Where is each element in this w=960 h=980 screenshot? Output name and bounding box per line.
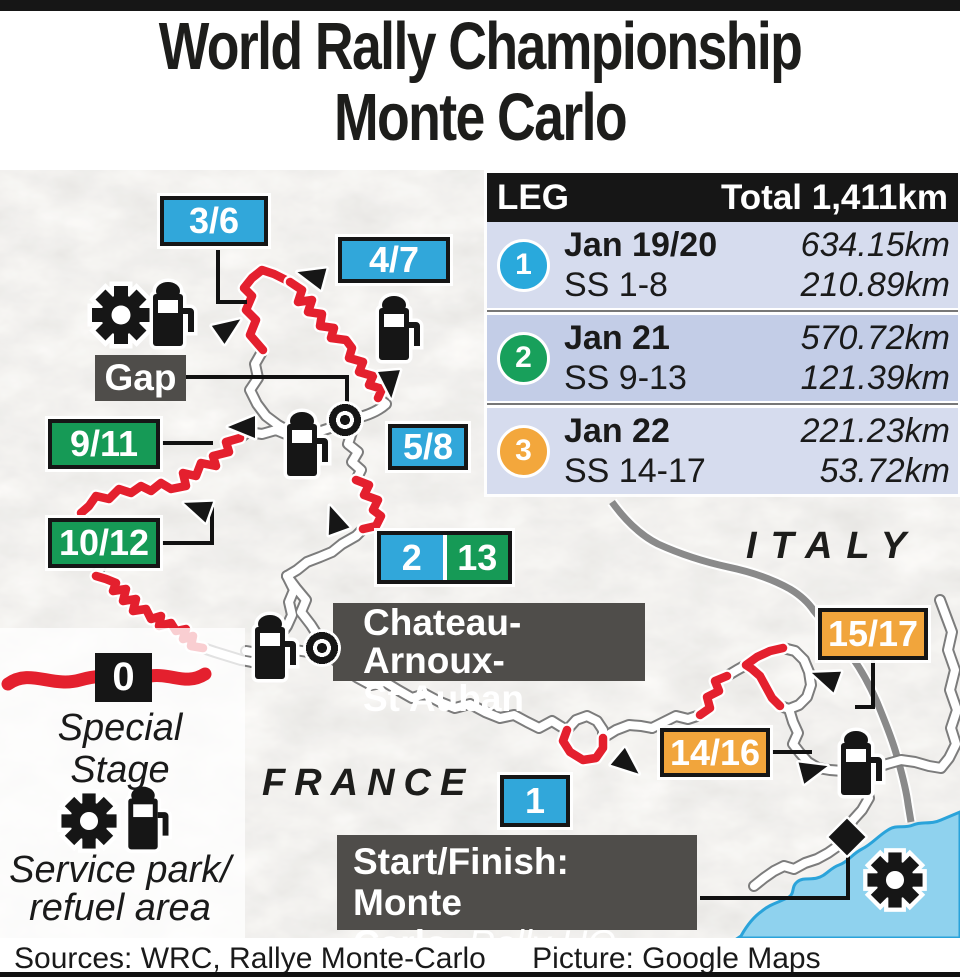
sources-credit: Sources: WRC, Rallye Monte-Carlo: [14, 942, 486, 975]
stage-label-15-17: 15/17: [818, 608, 928, 660]
stage-label-1: 1: [500, 775, 570, 827]
stage-label-9-11: 9/11: [48, 419, 160, 469]
map-legend: 0 Special Stage Service park/ refuel are…: [0, 628, 245, 938]
footer-rule: [0, 972, 960, 977]
title-line-2: Monte Carlo: [333, 80, 628, 155]
legend-special-stage-label: Special: [57, 707, 183, 749]
country-label-italy: ITALY: [746, 525, 921, 567]
table-divider: [487, 308, 958, 315]
rally-hq-label: Rally HQ: [468, 923, 616, 938]
leg-date: Jan 22: [564, 412, 670, 450]
leg-stages: SS 1-8: [564, 266, 668, 304]
top-black-bar: [0, 0, 960, 11]
place-label-chateau-arnoux: Chateau-Arnoux- St Auban: [333, 603, 645, 718]
label-connectors: [162, 250, 875, 900]
stage-label-2: 2: [381, 535, 443, 580]
france-italy-border: [609, 499, 915, 823]
leg-stages: SS 14-17: [564, 452, 706, 490]
total-distance-label: Total 1,411km: [721, 177, 948, 217]
country-label-france: FRANCE: [262, 762, 475, 804]
stage-label-4-7: 4/7: [338, 237, 450, 283]
table-divider: [487, 401, 958, 408]
leg-total-distance: 570.72km: [800, 319, 950, 357]
picture-credit: Picture: Google Maps: [532, 942, 821, 975]
leg-table: LEG Total 1,411km 1 Jan 19/20 SS 1-8 634…: [487, 173, 958, 494]
service-park-gear-icon: [92, 286, 150, 344]
footer: Sources: WRC, Rallye Monte-Carlo Picture…: [0, 938, 960, 980]
page-title: World Rally Championship Monte Carlo: [0, 11, 960, 153]
stage-label-13: 13: [446, 535, 508, 580]
leg-total-distance: 634.15km: [800, 226, 950, 264]
refuel-pump-icon: [128, 787, 168, 850]
table-row: 1 Jan 19/20 SS 1-8 634.15km 210.89km: [487, 222, 958, 308]
leg-number-badge: 1: [497, 238, 550, 292]
stage-label-2-13: 2 13: [377, 531, 512, 584]
place-label-gap: Gap: [95, 355, 186, 401]
leg-table-header: LEG Total 1,411km: [487, 173, 958, 222]
service-park-gear-icon: [61, 793, 116, 848]
service-park-gear-icon: [867, 852, 922, 907]
leg-stages: SS 9-13: [564, 359, 687, 397]
title-line-1: World Rally Championship: [158, 9, 803, 84]
stage-label-3-6: 3/6: [160, 196, 268, 246]
special-stage-badge: 0: [95, 653, 152, 702]
table-row: 2 Jan 21 SS 9-13 570.72km 121.39km: [487, 315, 958, 401]
leg-competitive-distance: 210.89km: [800, 266, 950, 304]
stage-label-5-8: 5/8: [388, 424, 468, 470]
leg-number-badge: 3: [497, 424, 550, 478]
stage-label-14-16: 14/16: [660, 728, 770, 777]
table-row: 3 Jan 22 SS 14-17 221.23km 53.72km: [487, 408, 958, 494]
leg-date: Jan 21: [564, 319, 670, 357]
leg-total-distance: 221.23km: [800, 412, 950, 450]
leg-header-label: LEG: [497, 177, 569, 217]
leg-competitive-distance: 121.39km: [800, 359, 950, 397]
leg-date: Jan 19/20: [564, 226, 718, 264]
leg-competitive-distance: 53.72km: [819, 452, 950, 490]
place-label-start-finish: Start/Finish: Monte Carlo Rally HQ: [337, 835, 697, 938]
legend-service-park-label: Service park/: [9, 849, 231, 891]
label-divider: [442, 535, 447, 580]
gap-town-marker: [326, 401, 364, 439]
stage-label-10-12: 10/12: [48, 518, 160, 568]
chateau-town-marker: [303, 629, 341, 667]
leg-number-badge: 2: [497, 331, 550, 385]
